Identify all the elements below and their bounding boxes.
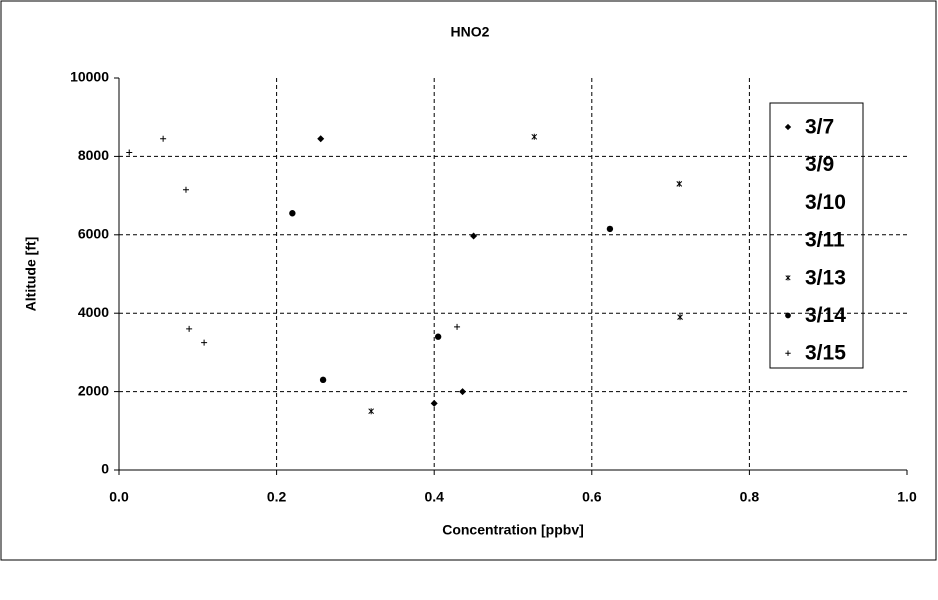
y-axis-label: Altitude [ft] — [23, 237, 39, 312]
point — [434, 333, 442, 340]
x-tick-label: 0.4 — [424, 489, 444, 505]
y-tick-label: 6000 — [78, 226, 109, 242]
point — [186, 325, 193, 332]
legend-label: 3/11 — [805, 229, 845, 252]
point — [289, 210, 296, 217]
legend-marker — [785, 350, 791, 356]
point — [454, 323, 461, 330]
x-tick-label: 0.6 — [582, 489, 602, 505]
point — [319, 376, 327, 384]
y-tick-label: 8000 — [78, 147, 109, 163]
chart-title: HNO2 — [451, 24, 490, 40]
point — [459, 388, 467, 396]
x-tick-label: 0.2 — [267, 489, 287, 505]
x-tick-label: 0.8 — [740, 489, 760, 505]
point — [160, 135, 167, 142]
x-tick-label: 1.0 — [897, 489, 917, 505]
legend-label: 3/7 — [805, 116, 834, 139]
legend-label: 3/13 — [805, 266, 846, 289]
point — [677, 314, 683, 321]
legend-label: 3/10 — [805, 191, 846, 214]
legend-marker — [785, 275, 791, 281]
point — [182, 186, 189, 193]
x-tick-label: 0.0 — [109, 489, 129, 505]
point — [470, 232, 478, 240]
legend-box — [769, 102, 864, 369]
point — [531, 133, 538, 140]
point — [368, 408, 375, 415]
legend-marker — [784, 123, 792, 131]
y-tick-label: 2000 — [78, 382, 109, 398]
point — [201, 339, 208, 346]
point — [676, 180, 683, 187]
legend-label: 3/9 — [805, 153, 834, 176]
legend-label: 3/14 — [805, 304, 846, 327]
legend-marker — [785, 312, 791, 319]
y-tick-label: 10000 — [70, 69, 109, 85]
y-tick-label: 4000 — [78, 304, 109, 320]
point — [606, 225, 614, 233]
x-axis-label: Concentration [ppbv] — [442, 522, 584, 538]
point — [430, 399, 438, 407]
point — [317, 135, 325, 143]
y-tick-label: 0 — [101, 461, 109, 477]
legend-label: 3/15 — [805, 342, 846, 365]
point — [126, 149, 133, 156]
